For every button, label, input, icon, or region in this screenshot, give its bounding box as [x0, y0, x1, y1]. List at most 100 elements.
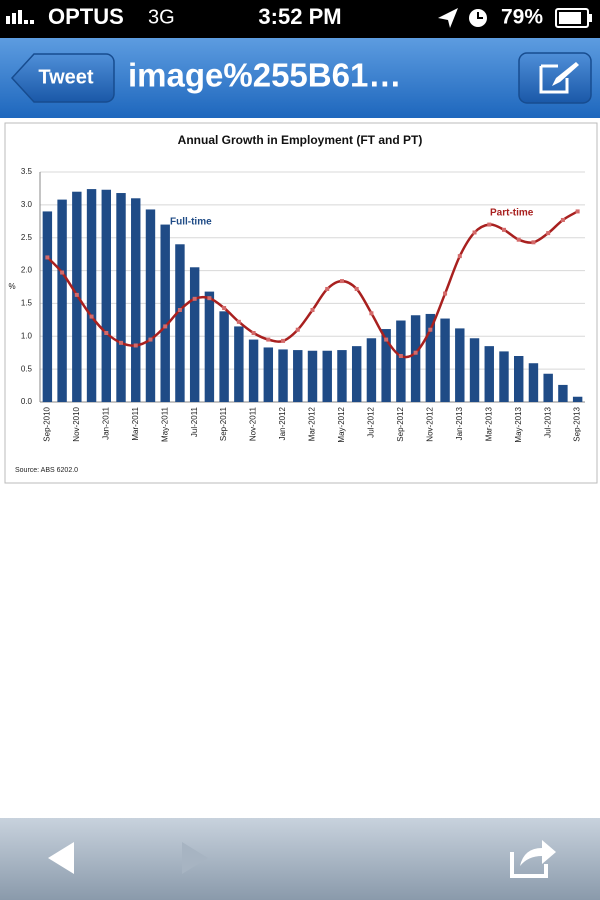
- x-tick-label: Sep-2013: [573, 406, 582, 441]
- bar: [131, 198, 141, 402]
- compose-button[interactable]: [518, 52, 592, 104]
- bar: [558, 384, 568, 402]
- bar: [351, 346, 362, 402]
- bar: [366, 338, 377, 402]
- line-marker: [133, 343, 138, 348]
- line-marker: [339, 279, 344, 284]
- bar: [528, 363, 539, 402]
- compose-icon: [539, 64, 569, 94]
- line-marker: [89, 314, 94, 319]
- line-marker: [74, 292, 79, 297]
- line-marker: [177, 308, 182, 312]
- bar: [175, 244, 185, 402]
- x-tick-label: Jan-2011: [101, 406, 110, 439]
- line-marker: [560, 217, 565, 222]
- line-marker: [45, 255, 50, 260]
- bar: [425, 313, 436, 402]
- line-marker: [236, 319, 241, 324]
- line-marker: [575, 209, 580, 214]
- line-marker: [384, 337, 389, 342]
- x-tick-label: Jan-2013: [455, 406, 464, 440]
- bar: [189, 267, 200, 402]
- compose-pen: [552, 62, 579, 86]
- line-marker: [163, 324, 168, 329]
- line-marker: [148, 337, 153, 342]
- bar: [572, 396, 583, 402]
- line-marker: [546, 231, 551, 236]
- back-arrow[interactable]: [48, 842, 74, 874]
- bar: [337, 350, 347, 402]
- clock-hands: [477, 12, 483, 19]
- bar: [42, 211, 53, 402]
- x-tick-label: May-2011: [160, 406, 169, 442]
- back-button-label[interactable]: Tweet: [38, 66, 94, 88]
- line-marker: [266, 337, 271, 342]
- bar: [440, 318, 450, 402]
- series-label: Part-time: [490, 208, 534, 219]
- x-tick-label: Sep-2011: [219, 406, 228, 441]
- line-marker: [295, 327, 300, 332]
- bar: [293, 350, 303, 402]
- y-tick-label: 3.5: [21, 167, 33, 176]
- line-marker: [207, 296, 212, 301]
- line-marker: [428, 327, 433, 332]
- line-marker: [119, 340, 124, 345]
- line-marker: [310, 308, 315, 312]
- line-marker: [325, 286, 330, 291]
- line-marker: [104, 331, 109, 335]
- line-marker: [443, 291, 448, 296]
- bar: [514, 356, 524, 402]
- line-marker: [60, 270, 65, 275]
- bar: [410, 315, 421, 402]
- x-tick-label: Nov-2010: [72, 406, 81, 441]
- y-axis-label: %: [8, 282, 15, 291]
- line-marker: [516, 237, 521, 242]
- source-note: Source: ABS 6202.0: [15, 467, 78, 474]
- bar: [543, 373, 553, 402]
- toolbar: [0, 818, 600, 900]
- bar: [307, 350, 318, 402]
- bar: [484, 346, 494, 402]
- bar: [116, 193, 126, 402]
- x-tick-label: Jan-2012: [278, 406, 287, 440]
- line-marker: [457, 254, 462, 259]
- clock: 3:52 PM: [258, 4, 341, 29]
- line-marker: [472, 230, 477, 235]
- bar: [234, 326, 244, 402]
- signal-bars: [6, 10, 34, 24]
- y-tick-label: 2.5: [21, 233, 33, 242]
- bar: [86, 189, 97, 402]
- bar: [145, 209, 156, 402]
- bar: [204, 291, 215, 402]
- nav-title: image%255B61…: [128, 57, 401, 94]
- share-box[interactable]: [510, 852, 548, 878]
- y-tick-label: 0.0: [21, 397, 33, 406]
- battery-fill: [559, 12, 581, 24]
- forward-arrow: [182, 842, 208, 874]
- bar: [499, 351, 509, 402]
- x-tick-label: May-2013: [514, 406, 523, 442]
- share-arrow[interactable]: [520, 840, 556, 866]
- location-icon: [438, 8, 458, 28]
- x-tick-label: Jul-2012: [367, 406, 376, 437]
- x-tick-label: Nov-2011: [249, 406, 258, 441]
- chart-title: Annual Growth in Employment (FT and PT): [178, 133, 423, 147]
- chart: Annual Growth in Employment (FT and PT) …: [8, 133, 585, 474]
- bar: [101, 189, 111, 402]
- back-button[interactable]: [10, 53, 115, 103]
- y-tick-label: 2.0: [21, 266, 33, 275]
- bar: [278, 349, 288, 402]
- x-tick-label: Nov-2012: [425, 406, 434, 441]
- line-marker: [413, 350, 418, 355]
- carrier: OPTUS: [48, 4, 124, 29]
- line-marker: [487, 222, 492, 227]
- x-tick-label: Mar-2013: [484, 406, 493, 441]
- line-marker: [222, 306, 227, 311]
- bar: [263, 347, 274, 402]
- line-marker: [251, 331, 256, 335]
- x-tick-label: Sep-2010: [42, 406, 51, 441]
- line-marker: [531, 240, 536, 245]
- line-marker: [192, 296, 197, 301]
